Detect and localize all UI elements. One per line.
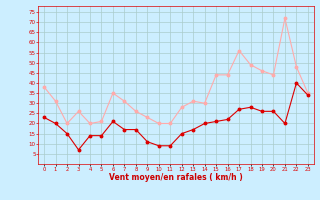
- X-axis label: Vent moyen/en rafales ( km/h ): Vent moyen/en rafales ( km/h ): [109, 173, 243, 182]
